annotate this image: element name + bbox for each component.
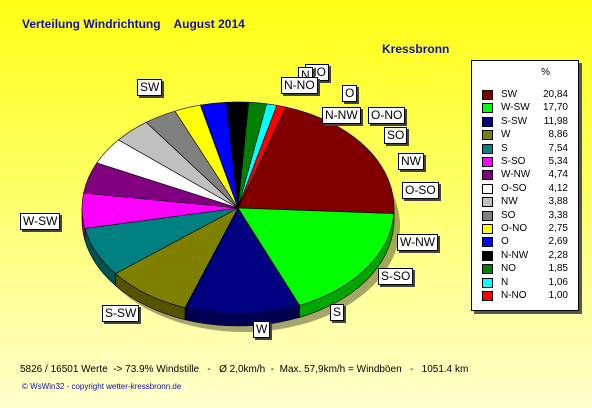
legend-label: S-SW [501, 115, 528, 127]
legend-item-so: SO 3,38 [472, 210, 578, 223]
legend: % SW 20,84 W-SW 17,70 S-SW 11,98 W 8,86 S 7,54 S-S… [471, 60, 579, 311]
legend-label: NW [501, 196, 518, 208]
legend-value: 3,88 [548, 196, 568, 208]
legend-value: 8,86 [548, 129, 568, 141]
slice-sw [237, 106, 395, 214]
legend-swatch [482, 116, 493, 127]
legend-label: N-NW [501, 249, 529, 261]
slice-s-sw [184, 207, 301, 315]
slice-label-so: SO [384, 127, 408, 144]
legend-swatch [482, 90, 493, 100]
slice-label-n-no: N-NO [281, 77, 318, 94]
legend-item-w: W 8,86 [472, 129, 578, 142]
stats-summary: 5826 / 16501 Werte -> 73.9% Windstille -… [20, 364, 469, 375]
legend-value: 11,98 [543, 115, 568, 127]
slice-label-o: O [342, 85, 358, 102]
legend-swatch [482, 210, 493, 221]
slice-label-s-sw: S-SW [102, 305, 140, 322]
legend-swatch [482, 250, 493, 261]
legend-swatch [482, 183, 493, 194]
legend-item-w-nw: W-NW 4,74 [472, 169, 578, 182]
legend-item-n-nw: N-NW 2,28 [472, 250, 578, 263]
slice-label-o-so: O-SO [402, 182, 439, 199]
legend-label: SO [501, 209, 516, 221]
legend-swatch [482, 157, 493, 167]
slice-label-s-so: S-SO [378, 268, 414, 285]
legend-value: 20,84 [542, 89, 568, 100]
legend-label: W [501, 129, 511, 141]
legend-item-n-no: N-NO 1,00 [472, 290, 578, 303]
legend-label: SW [501, 89, 518, 100]
legend-label: N-NO [501, 290, 527, 301]
slice-w-sw [237, 207, 395, 306]
legend-percent-header: % [541, 67, 550, 78]
legend-value: 1,06 [548, 276, 568, 288]
legend-swatch [482, 237, 493, 248]
slice-label-w: W [253, 321, 271, 338]
legend-label: S [501, 142, 508, 154]
legend-item-s-so: S-SO 5,34 [472, 156, 578, 169]
legend-value: 4,74 [548, 169, 568, 181]
copyright-line: © WsWin32 - copyright wetter-kressbronn.… [22, 382, 182, 391]
legend-item-s: S 7,54 [472, 143, 578, 156]
legend-value: 4,12 [548, 182, 568, 194]
legend-swatch [482, 103, 493, 114]
legend-label: O [501, 236, 509, 248]
legend-label: NO [501, 263, 516, 275]
legend-swatch [482, 264, 493, 275]
legend-label: O-NO [501, 223, 528, 234]
legend-label: O-SO [501, 182, 527, 194]
slice-label-o-no: O-NO [368, 107, 406, 124]
legend-value: 2,69 [548, 236, 568, 248]
legend-value: 2,75 [548, 223, 568, 234]
legend-value: 5,34 [548, 156, 568, 167]
legend-label: S-SO [501, 156, 526, 167]
legend-swatch [482, 291, 493, 301]
legend-value: 17,70 [542, 102, 568, 114]
legend-value: 1,00 [548, 290, 568, 301]
slice-label-n-nw: N-NW [322, 107, 361, 124]
slice-n-no [237, 104, 287, 209]
chart-title: Verteilung Windrichtung August 2014 [22, 17, 245, 31]
legend-item-o-so: O-SO 4,12 [472, 183, 578, 196]
slice-label-sw: SW [137, 79, 163, 96]
legend-swatch [482, 197, 493, 208]
legend-item-sw: SW 20,84 [472, 89, 578, 102]
legend-swatch [482, 277, 493, 288]
legend-item-nw: NW 3,88 [472, 196, 578, 209]
legend-value: 3,38 [548, 209, 568, 221]
legend-value: 1,85 [548, 263, 568, 275]
slice-label-w-sw: W-SW [20, 213, 61, 230]
legend-item-o: O 2,69 [472, 236, 578, 249]
legend-value: 7,54 [548, 142, 568, 154]
legend-item-o-no: O-NO 2,75 [472, 223, 578, 236]
legend-item-no: NO 1,85 [472, 263, 578, 276]
legend-label: W-NW [501, 169, 531, 181]
legend-value: 2,28 [548, 249, 568, 261]
slice-label-w-nw: W-NW [397, 234, 439, 251]
legend-swatch [482, 130, 493, 141]
legend-label: W-SW [501, 102, 530, 114]
legend-label: N [501, 276, 509, 288]
slice-label-nw: NW [398, 153, 424, 170]
legend-item-w-sw: W-SW 17,70 [472, 102, 578, 115]
legend-item-s-sw: S-SW 11,98 [472, 116, 578, 129]
legend-swatch [482, 143, 493, 154]
slice-label-s: S [330, 304, 345, 321]
legend-item-n: N 1,06 [472, 277, 578, 290]
legend-swatch [482, 170, 493, 181]
slice-w [114, 207, 239, 309]
location-label: Kressbronn [382, 42, 450, 56]
legend-swatch [482, 224, 493, 234]
